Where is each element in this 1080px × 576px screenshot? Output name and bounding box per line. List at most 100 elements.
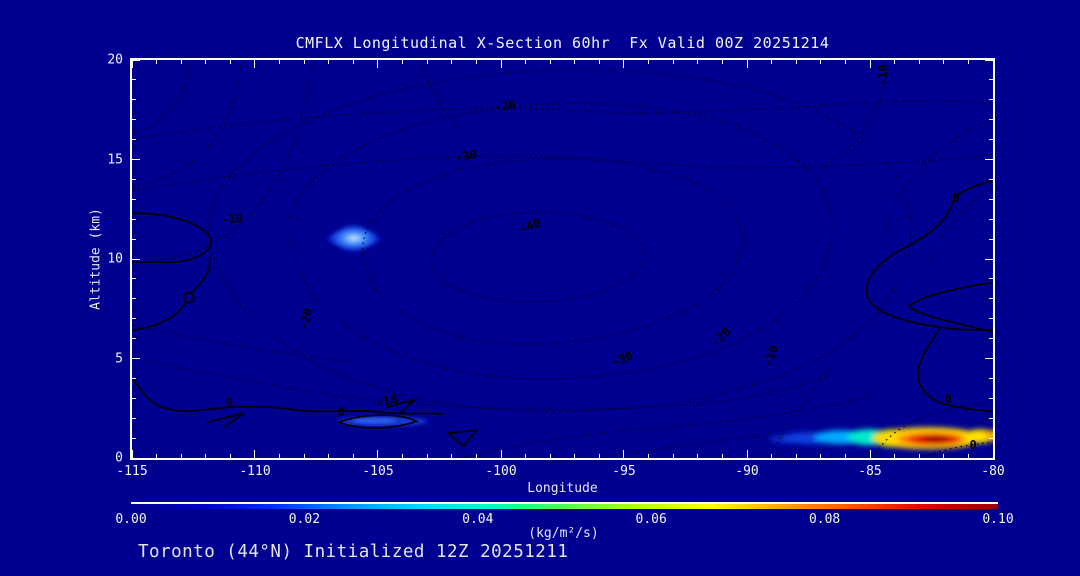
x-tick <box>205 60 207 64</box>
init-annotation: Toronto (44°N) Initialized 12Z 20251211 <box>138 542 569 562</box>
x-tick <box>672 454 674 458</box>
x-tick <box>844 60 846 64</box>
x-tick-label: -90 <box>735 464 759 479</box>
x-tick <box>820 454 822 458</box>
contour-label: -10 <box>876 64 891 86</box>
y-tick <box>989 218 993 220</box>
x-tick-label: -110 <box>239 464 271 479</box>
y-tick-label: 5 <box>115 351 123 366</box>
contour-lines-dotted <box>132 60 993 458</box>
y-tick <box>989 397 993 399</box>
x-tick <box>254 450 256 458</box>
x-tick <box>156 60 158 64</box>
x-tick <box>894 454 896 458</box>
x-tick <box>156 454 158 458</box>
x-tick <box>451 454 453 458</box>
x-tick <box>549 454 551 458</box>
x-tick-label: -105 <box>362 464 394 479</box>
x-tick <box>402 60 404 64</box>
x-tick <box>500 450 502 458</box>
colorbar-tick-label: 0.06 <box>635 512 667 527</box>
x-tick <box>229 454 231 458</box>
colorbar-tick-label: 0.08 <box>808 512 841 527</box>
y-tick <box>989 318 993 320</box>
colorbar-tick-label: 0.00 <box>115 512 147 527</box>
colorbar-gradient <box>131 504 998 509</box>
x-tick <box>426 454 428 458</box>
x-tick <box>229 60 231 64</box>
y-tick <box>132 397 136 399</box>
x-tick <box>598 454 600 458</box>
x-tick <box>574 454 576 458</box>
y-tick <box>132 119 136 121</box>
y-tick <box>989 139 993 141</box>
colorbar-units: (kg/m²/s) <box>528 526 599 541</box>
x-tick <box>820 60 822 64</box>
x-tick <box>279 454 281 458</box>
y-tick <box>989 417 993 419</box>
x-tick <box>771 60 773 64</box>
x-tick-label: -115 <box>116 464 148 479</box>
chart-title: CMFLX Longitudinal X-Section 60hr Fx Val… <box>295 34 830 52</box>
y-tick-label: 20 <box>107 52 123 68</box>
x-tick <box>549 60 551 64</box>
x-tick <box>475 60 477 64</box>
x-tick <box>795 454 797 458</box>
x-tick <box>992 60 994 68</box>
x-tick <box>303 60 305 64</box>
x-tick <box>697 454 699 458</box>
x-tick <box>131 450 133 458</box>
x-tick <box>377 60 379 68</box>
x-tick <box>918 60 920 64</box>
x-tick <box>279 60 281 64</box>
x-tick <box>352 60 354 64</box>
contour-label: 0 <box>337 405 345 420</box>
y-tick <box>132 238 136 240</box>
y-tick <box>132 437 136 439</box>
y-tick <box>132 139 136 141</box>
flux-hotspot-upper <box>323 222 385 255</box>
x-tick <box>623 60 625 68</box>
x-tick <box>402 454 404 458</box>
x-tick <box>180 454 182 458</box>
x-tick <box>697 60 699 64</box>
x-tick <box>426 60 428 64</box>
y-tick-label: 10 <box>107 251 123 267</box>
x-tick <box>918 454 920 458</box>
x-tick <box>721 60 723 64</box>
y-tick <box>132 298 136 300</box>
y-tick <box>985 159 993 160</box>
y-tick <box>989 198 993 200</box>
y-tick <box>132 178 136 180</box>
y-tick <box>989 437 993 439</box>
contour-label: -20 <box>493 97 517 114</box>
colorbar-border <box>131 502 998 504</box>
x-tick <box>746 60 748 68</box>
y-tick <box>132 258 140 260</box>
contour-layer <box>132 60 993 458</box>
y-tick <box>132 417 136 419</box>
x-tick <box>967 454 969 458</box>
y-tick-label: 0 <box>115 450 123 466</box>
y-tick <box>132 358 140 359</box>
y-tick <box>132 338 136 340</box>
x-tick <box>525 60 527 64</box>
x-tick <box>377 450 379 458</box>
y-tick <box>132 59 140 61</box>
x-tick <box>574 60 576 64</box>
contour-label: 0 <box>952 190 960 205</box>
x-tick <box>525 454 527 458</box>
y-tick <box>989 278 993 280</box>
y-tick <box>132 159 140 160</box>
x-tick <box>943 454 945 458</box>
x-tick <box>500 60 502 68</box>
contour-label: 0 <box>969 438 977 453</box>
x-tick <box>771 454 773 458</box>
contour-label: -10 <box>220 211 243 228</box>
x-tick <box>254 60 256 68</box>
y-tick <box>985 457 993 459</box>
y-tick <box>985 258 993 260</box>
x-tick <box>648 60 650 64</box>
x-tick <box>131 60 133 68</box>
